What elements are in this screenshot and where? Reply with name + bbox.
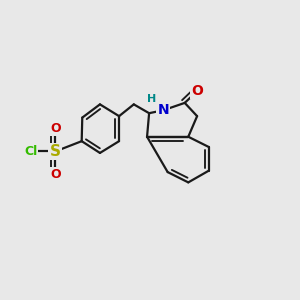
Text: O: O [191,84,203,98]
Text: O: O [50,122,61,135]
Text: O: O [50,168,61,181]
Text: N: N [158,103,169,117]
Text: H: H [147,94,157,104]
Text: S: S [50,144,61,159]
Text: Cl: Cl [24,145,38,158]
